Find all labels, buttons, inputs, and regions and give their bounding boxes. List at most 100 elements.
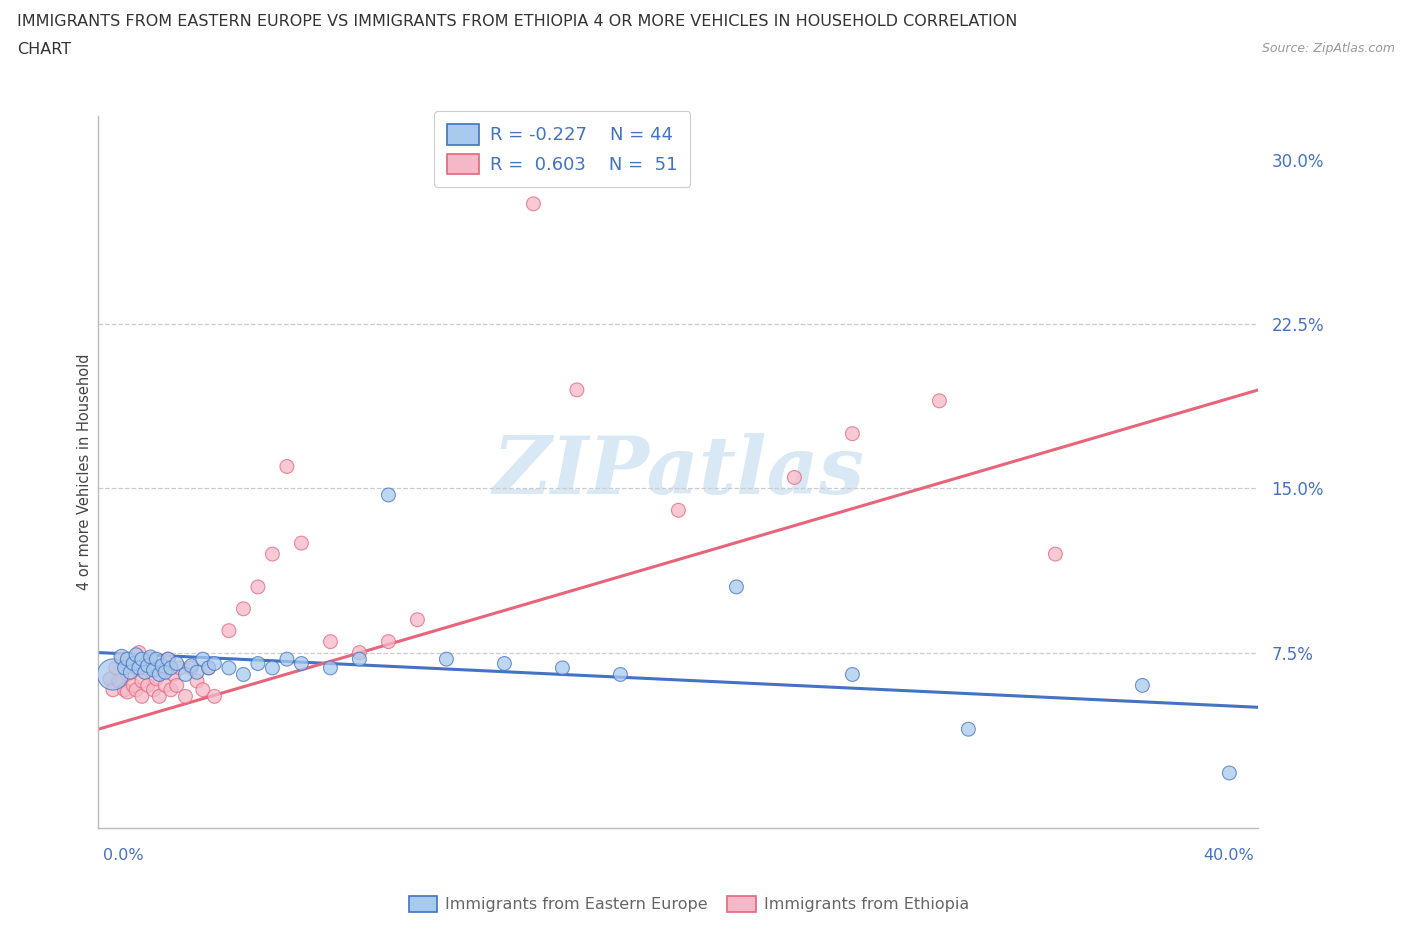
Point	[145, 652, 167, 667]
Point	[551, 660, 574, 675]
Point	[783, 470, 806, 485]
Point	[204, 689, 226, 704]
Point	[246, 579, 269, 594]
Point	[218, 623, 240, 638]
Point	[136, 658, 159, 673]
Point	[139, 652, 162, 667]
Point	[104, 660, 127, 675]
Point	[197, 660, 219, 675]
Point	[114, 683, 136, 698]
Point	[148, 667, 170, 682]
Point	[406, 612, 429, 627]
Text: CHART: CHART	[17, 42, 70, 57]
Legend: Immigrants from Eastern Europe, Immigrants from Ethiopia: Immigrants from Eastern Europe, Immigran…	[401, 887, 977, 920]
Point	[246, 656, 269, 671]
Text: ZIPatlas: ZIPatlas	[492, 433, 865, 511]
Point	[120, 652, 142, 667]
Point	[163, 667, 186, 682]
Point	[150, 658, 173, 673]
Point	[101, 667, 124, 682]
Point	[122, 678, 145, 693]
Point	[134, 660, 156, 675]
Point	[349, 652, 371, 667]
Point	[153, 665, 176, 680]
Point	[232, 602, 254, 617]
Legend: R = -0.227    N = 44, R =  0.603    N =  51: R = -0.227 N = 44, R = 0.603 N = 51	[434, 111, 690, 187]
Point	[107, 673, 129, 688]
Point	[218, 660, 240, 675]
Point	[191, 683, 214, 698]
Point	[111, 649, 132, 664]
Point	[276, 652, 298, 667]
Point	[128, 660, 150, 675]
Point	[160, 683, 183, 698]
Y-axis label: 4 or more Vehicles in Household: 4 or more Vehicles in Household	[77, 353, 91, 591]
Point	[186, 673, 208, 688]
Point	[174, 689, 197, 704]
Point	[157, 652, 180, 667]
Text: Source: ZipAtlas.com: Source: ZipAtlas.com	[1261, 42, 1395, 55]
Point	[150, 660, 173, 675]
Point	[166, 678, 188, 693]
Point	[609, 667, 631, 682]
Point	[134, 665, 156, 680]
Point	[117, 652, 139, 667]
Point	[436, 652, 458, 667]
Point	[204, 656, 226, 671]
Point	[131, 689, 153, 704]
Point	[841, 667, 863, 682]
Point	[160, 660, 183, 675]
Point	[157, 652, 180, 667]
Point	[928, 393, 950, 408]
Point	[169, 660, 191, 675]
Point	[180, 660, 202, 675]
Point	[957, 722, 980, 737]
Point	[232, 667, 254, 682]
Point	[122, 656, 145, 671]
Point	[128, 645, 150, 660]
Text: 0.0%: 0.0%	[103, 848, 143, 863]
Point	[377, 487, 399, 502]
Point	[1218, 765, 1240, 780]
Point	[166, 656, 188, 671]
Point	[153, 678, 176, 693]
Text: 40.0%: 40.0%	[1204, 848, 1254, 863]
Point	[841, 426, 863, 441]
Point	[191, 652, 214, 667]
Point	[1045, 547, 1067, 562]
Point	[148, 689, 170, 704]
Point	[125, 647, 148, 662]
Point	[131, 652, 153, 667]
Point	[494, 656, 516, 671]
Point	[174, 667, 197, 682]
Point	[666, 503, 689, 518]
Point	[114, 660, 136, 675]
Point	[117, 684, 139, 699]
Point	[262, 547, 284, 562]
Point	[319, 634, 342, 649]
Point	[290, 536, 312, 551]
Point	[186, 665, 208, 680]
Point	[136, 678, 159, 693]
Point	[101, 683, 124, 698]
Point	[117, 667, 139, 682]
Text: IMMIGRANTS FROM EASTERN EUROPE VS IMMIGRANTS FROM ETHIOPIA 4 OR MORE VEHICLES IN: IMMIGRANTS FROM EASTERN EUROPE VS IMMIGR…	[17, 14, 1018, 29]
Point	[142, 663, 165, 678]
Point	[290, 656, 312, 671]
Point	[276, 459, 298, 474]
Point	[349, 645, 371, 660]
Point	[145, 671, 167, 686]
Point	[319, 660, 342, 675]
Point	[111, 652, 132, 667]
Point	[125, 683, 148, 698]
Point	[98, 671, 121, 686]
Point	[522, 196, 544, 211]
Point	[139, 649, 162, 664]
Point	[262, 660, 284, 675]
Point	[565, 382, 588, 397]
Point	[1130, 678, 1153, 693]
Point	[180, 658, 202, 673]
Point	[377, 634, 399, 649]
Point	[131, 673, 153, 688]
Point	[197, 660, 219, 675]
